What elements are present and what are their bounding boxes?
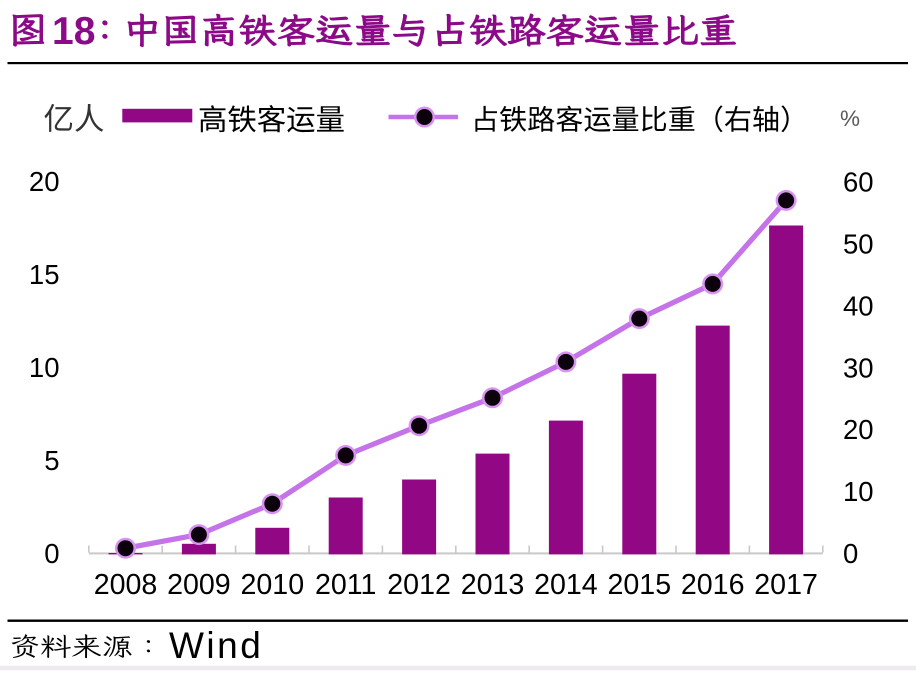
svg-text:2016: 2016 [681,569,745,601]
svg-text:2009: 2009 [167,569,231,601]
svg-text:0: 0 [44,538,59,569]
svg-text:18: 18 [52,10,95,53]
svg-text:10: 10 [29,352,60,383]
svg-text:Wind: Wind [169,625,263,666]
svg-text:40: 40 [843,290,874,321]
svg-text:60: 60 [843,167,874,198]
svg-text:%: % [840,106,860,131]
svg-text:10: 10 [843,476,874,507]
svg-text:2010: 2010 [240,569,304,601]
svg-text:0: 0 [843,538,858,569]
svg-text:5: 5 [44,445,59,476]
svg-text:30: 30 [843,352,874,383]
svg-text:2012: 2012 [387,569,451,601]
svg-text:15: 15 [29,259,60,290]
svg-text:2008: 2008 [94,569,158,601]
svg-text:2011: 2011 [315,569,377,601]
svg-text:2017: 2017 [754,569,818,601]
svg-text:2014: 2014 [534,569,598,601]
svg-text:20: 20 [29,166,60,197]
svg-text:2015: 2015 [607,569,671,601]
svg-text:2013: 2013 [461,569,525,601]
svg-text:50: 50 [843,229,874,260]
svg-text:20: 20 [843,414,874,445]
